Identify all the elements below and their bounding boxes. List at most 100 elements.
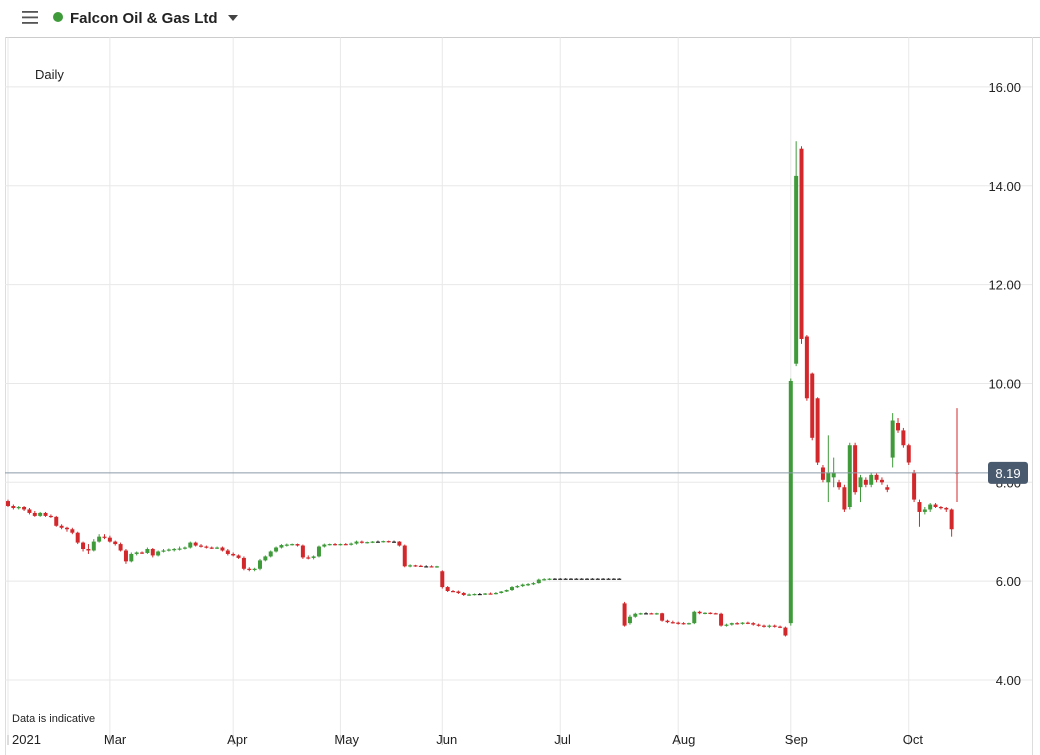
candle-body [912, 472, 917, 500]
candle-body [467, 594, 472, 596]
candle-body [70, 529, 75, 533]
candle-body [327, 544, 332, 546]
candle-body [815, 398, 820, 463]
x-tick-label: 2021 [12, 732, 41, 747]
candle-body [568, 578, 573, 580]
candle-body [896, 422, 901, 431]
candle-body [156, 551, 161, 556]
candle-body [804, 336, 809, 399]
candle-body [134, 552, 139, 554]
candle-body [182, 547, 187, 549]
candle-body [654, 613, 659, 615]
candle-body [906, 445, 911, 463]
candle-body [290, 544, 295, 546]
y-tick-label: 4.00 [996, 673, 1021, 688]
candle-body [172, 549, 177, 551]
candle-body [874, 474, 879, 480]
candle-body [231, 553, 236, 556]
candle-body [402, 545, 407, 567]
candle-body [670, 622, 675, 624]
candle-body [424, 566, 429, 568]
candle-body [375, 541, 380, 543]
candle-body [263, 556, 268, 561]
candle-body [333, 544, 338, 546]
candle-body [740, 622, 745, 624]
candle-body [778, 626, 783, 628]
candle-body [542, 579, 547, 581]
y-tick-label: 12.00 [988, 278, 1021, 293]
x-tick-label: Jul [554, 732, 571, 747]
candle-body [59, 525, 64, 528]
candle-body [660, 613, 665, 621]
candle-body [579, 578, 584, 580]
candle-body [810, 373, 815, 438]
x-tick-label: May [334, 732, 359, 747]
x-tick-label: Oct [903, 732, 924, 747]
candle-body [574, 578, 579, 580]
candle-body [451, 591, 456, 593]
candle-body [922, 509, 927, 512]
candle-body [81, 542, 86, 550]
candle-body [547, 578, 552, 580]
candle-body [48, 515, 53, 518]
x-tick-label: Aug [672, 732, 695, 747]
candle-body [713, 613, 718, 615]
candle-body [107, 537, 112, 542]
candle-body [719, 613, 724, 626]
candle-body [316, 546, 321, 557]
candle-body [933, 504, 938, 508]
candle-body [944, 507, 949, 510]
candle-body [268, 551, 273, 557]
candle-body [241, 557, 246, 569]
candle-body [536, 579, 541, 584]
candle-body [434, 566, 439, 568]
candle-body [43, 512, 48, 516]
candle-body [145, 549, 150, 553]
candle-body [370, 541, 375, 543]
candle-body [32, 512, 37, 516]
candle-body [38, 512, 43, 516]
last-price-badge [988, 461, 1028, 484]
candle-body [284, 544, 289, 546]
candle-body [161, 550, 166, 552]
candle-body [938, 507, 943, 509]
instrument-title[interactable]: Falcon Oil & Gas Ltd [70, 10, 218, 27]
candle-body [885, 487, 890, 490]
candle-body [879, 479, 884, 483]
dropdown-caret[interactable] [228, 15, 238, 21]
candle-body [585, 578, 590, 580]
candle-body [488, 593, 493, 595]
candle-body [552, 578, 557, 580]
candle-body [150, 549, 155, 556]
candle-body [199, 545, 204, 547]
candle-body [413, 565, 418, 567]
candle-body [729, 623, 734, 625]
candle-body [681, 623, 686, 625]
candle-body [177, 548, 182, 550]
candle-body [794, 175, 799, 364]
candle-body [703, 612, 708, 614]
candle-body [386, 541, 391, 543]
candle-body [499, 591, 504, 593]
candle-body [461, 592, 466, 595]
candle-body [649, 613, 654, 615]
candle-body [504, 590, 509, 592]
status-dot [53, 12, 63, 22]
candle-body [842, 487, 847, 510]
candle-body [75, 532, 80, 543]
toolbar [0, 0, 1040, 37]
candle-body [354, 541, 359, 544]
candle-body [676, 622, 681, 624]
candle-body [761, 625, 766, 627]
menu-button[interactable] [22, 11, 38, 24]
candle-body [869, 474, 874, 485]
candle-body [837, 482, 842, 488]
candle-body [54, 516, 59, 526]
x-tick-label: Sep [785, 732, 808, 747]
candle-body [220, 547, 225, 551]
y-tick-label: 6.00 [996, 574, 1021, 589]
candle-body [392, 541, 397, 543]
candle-body [445, 587, 450, 592]
